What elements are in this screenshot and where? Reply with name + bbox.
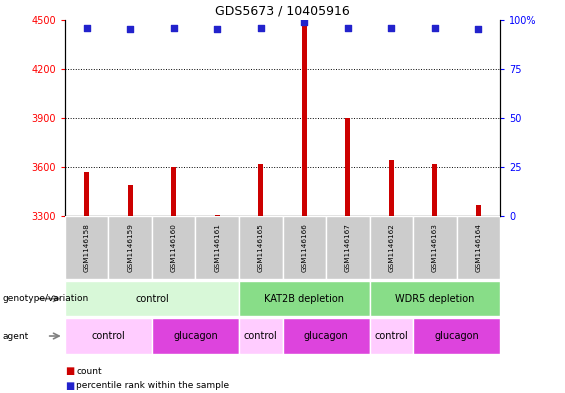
Text: genotype/variation: genotype/variation [3, 294, 89, 303]
Text: agent: agent [3, 332, 29, 340]
Text: count: count [76, 367, 102, 376]
Point [212, 26, 221, 33]
Text: WDR5 depletion: WDR5 depletion [395, 294, 475, 304]
Point [431, 24, 440, 31]
Text: GSM1146158: GSM1146158 [84, 223, 90, 272]
Point [299, 18, 308, 25]
Text: GSM1146166: GSM1146166 [301, 223, 307, 272]
Bar [239, 281, 370, 316]
Bar [370, 216, 413, 279]
Bar [370, 281, 500, 316]
Bar [345, 118, 350, 216]
Bar [152, 216, 195, 279]
Text: KAT2B depletion: KAT2B depletion [264, 294, 344, 304]
Text: GSM1146165: GSM1146165 [258, 223, 264, 272]
Bar [413, 318, 500, 354]
Bar [413, 216, 457, 279]
Text: GSM1146160: GSM1146160 [171, 223, 177, 272]
Bar [108, 216, 152, 279]
Bar [65, 318, 152, 354]
Text: GSM1146161: GSM1146161 [214, 223, 220, 272]
Bar [282, 318, 370, 354]
Bar [389, 160, 394, 216]
Bar [432, 164, 437, 216]
Title: GDS5673 / 10405916: GDS5673 / 10405916 [215, 4, 350, 17]
Bar [239, 216, 282, 279]
Text: control: control [375, 331, 408, 341]
Text: percentile rank within the sample: percentile rank within the sample [76, 382, 229, 390]
Text: control: control [135, 294, 169, 304]
Point [257, 24, 266, 31]
Point [473, 26, 483, 33]
Text: control: control [92, 331, 125, 341]
Point [126, 26, 135, 33]
Bar [302, 21, 307, 216]
Text: GSM1146167: GSM1146167 [345, 223, 351, 272]
Text: control: control [244, 331, 277, 341]
Text: glucagon: glucagon [434, 331, 479, 341]
Bar [195, 216, 239, 279]
Bar [215, 215, 220, 216]
Bar [258, 164, 263, 216]
Bar [239, 318, 282, 354]
Bar [370, 318, 413, 354]
Bar [65, 216, 108, 279]
Point [170, 24, 179, 31]
Bar [152, 318, 239, 354]
Text: GSM1146164: GSM1146164 [475, 223, 481, 272]
Point [386, 24, 396, 31]
Text: ■: ■ [65, 366, 74, 376]
Bar [326, 216, 370, 279]
Bar [476, 205, 481, 216]
Text: glucagon: glucagon [303, 331, 349, 341]
Bar [457, 216, 500, 279]
Bar [128, 185, 133, 216]
Text: GSM1146163: GSM1146163 [432, 223, 438, 272]
Point [82, 24, 92, 31]
Bar [171, 167, 176, 216]
Text: GSM1146162: GSM1146162 [388, 223, 394, 272]
Bar [65, 281, 239, 316]
Text: GSM1146159: GSM1146159 [127, 223, 133, 272]
Text: ■: ■ [65, 381, 74, 391]
Text: glucagon: glucagon [173, 331, 218, 341]
Bar [282, 216, 326, 279]
Bar [84, 172, 89, 216]
Point [343, 24, 353, 31]
